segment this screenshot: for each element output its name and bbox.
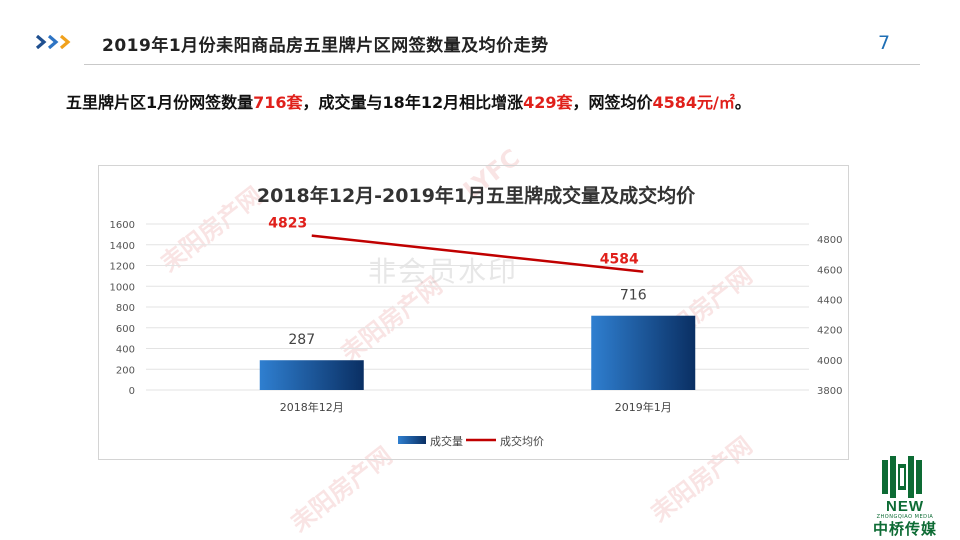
left-tick-label: 600 (116, 324, 135, 335)
legend-swatch-bar (398, 436, 426, 444)
page-number: 7 (878, 32, 891, 54)
bar-series: 287 716 (259, 288, 696, 390)
chevron-right-icon (34, 35, 48, 49)
right-tick-label: 4800 (817, 235, 842, 246)
logo-subtitle: ZHONGQIAO MEDIA (876, 514, 934, 520)
left-tick-label: 400 (116, 345, 135, 356)
summary-part-3: ，网签均价 (572, 93, 653, 112)
left-tick-label: 1200 (110, 262, 135, 273)
left-tick-label: 800 (116, 303, 135, 314)
right-tick-label: 4200 (817, 326, 842, 337)
chevron-stroke-3 (59, 35, 71, 49)
category-labels: 2018年12月 2019年1月 (280, 400, 672, 414)
logo-wordmark: NEW (886, 498, 924, 515)
chevron-right-icon (58, 35, 72, 49)
left-tick-label: 1000 (110, 282, 135, 293)
left-axis-ticks: 0 200 400 600 800 1000 1200 1400 1600 (110, 220, 135, 397)
legend-label: 成交均价 (500, 434, 544, 448)
chevron-stroke-2 (47, 35, 59, 49)
summary-count: 716套 (253, 93, 303, 112)
right-tick-label: 4000 (817, 356, 842, 367)
right-axis-ticks: 3800 4000 4200 4400 4600 4800 (817, 235, 842, 397)
summary-increase: 429套 (523, 93, 573, 112)
chevron-stroke-1 (35, 35, 47, 49)
summary-part-4: 。 (734, 93, 751, 112)
logo-chinese-name: 中桥传媒 (872, 520, 937, 538)
header-divider (84, 64, 920, 65)
line-series: 4823 4584 (268, 216, 644, 273)
line-data-label: 4823 (268, 216, 307, 232)
summary-part-1: 五里牌片区1月份网签数量 (66, 93, 254, 112)
right-tick-label: 4400 (817, 295, 842, 306)
right-tick-label: 3800 (817, 386, 842, 397)
slide-header: 2019年1月份耒阳商品房五里牌片区网签数量及均价走势 7 (0, 0, 960, 68)
bar (259, 360, 364, 390)
line-data-label: 4584 (600, 252, 639, 268)
chart-legend: 成交量 成交均价 (398, 434, 544, 448)
grid-lines (146, 223, 809, 391)
left-tick-label: 1400 (110, 241, 135, 252)
legend-label: 成交量 (430, 434, 463, 448)
category-label: 2018年12月 (280, 400, 344, 414)
price-line (311, 234, 644, 273)
bar-data-label: 287 (288, 332, 315, 348)
chart-title: 2018年12月-2019年1月五里牌成交量及成交均价 (257, 184, 696, 207)
bar-data-label: 716 (620, 288, 647, 304)
left-tick-label: 200 (116, 365, 135, 376)
company-logo: NEW ZHONGQIAO MEDIA 中桥传媒 (860, 452, 950, 538)
zhongqiao-logo-icon (882, 456, 922, 498)
chevron-right-icon (46, 35, 60, 49)
chart-card: 2018年12月-2019年1月五里牌成交量及成交均价 0 200 400 600 80… (98, 165, 849, 460)
category-label: 2019年1月 (615, 400, 672, 414)
combo-chart: 2018年12月-2019年1月五里牌成交量及成交均价 0 200 400 600 80… (110, 184, 843, 448)
summary-part-2: ，成交量与18年12月相比增涨 (302, 93, 524, 112)
left-tick-label: 0 (129, 386, 135, 397)
summary-text: 五里牌片区1月份网签数量716套，成交量与18年12月相比增涨429套，网签均价… (66, 89, 751, 113)
right-tick-label: 4600 (817, 265, 842, 276)
left-tick-label: 1600 (110, 220, 135, 231)
summary-price: 4584元/㎡ (652, 93, 735, 112)
page-title: 2019年1月份耒阳商品房五里牌片区网签数量及均价走势 (102, 36, 549, 56)
bar (591, 315, 696, 390)
